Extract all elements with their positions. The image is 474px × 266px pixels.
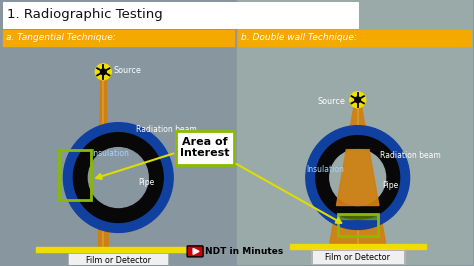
Text: Radiation beam: Radiation beam — [136, 125, 197, 134]
Text: Pipe: Pipe — [138, 178, 155, 187]
Text: Source: Source — [113, 66, 141, 75]
Bar — [338, 214, 378, 236]
FancyBboxPatch shape — [187, 246, 203, 257]
Circle shape — [100, 69, 106, 75]
Text: Source: Source — [318, 97, 346, 106]
Polygon shape — [337, 150, 379, 206]
Bar — [290, 244, 426, 250]
Bar — [68, 253, 168, 266]
Polygon shape — [98, 80, 109, 246]
Circle shape — [73, 133, 163, 222]
Bar — [238, 30, 472, 46]
Bar — [312, 250, 403, 264]
Text: Pipe: Pipe — [383, 181, 399, 190]
Text: Film or Detector: Film or Detector — [86, 256, 151, 265]
Bar — [68, 253, 168, 266]
Text: 1. Radiographic Testing: 1. Radiographic Testing — [7, 9, 162, 22]
Bar — [176, 131, 234, 165]
Bar — [338, 214, 378, 219]
Circle shape — [64, 123, 173, 232]
Circle shape — [316, 136, 400, 219]
Text: Radiation beam: Radiation beam — [380, 151, 440, 160]
Text: b. Double wall Technique:: b. Double wall Technique: — [241, 34, 357, 42]
Bar — [176, 131, 234, 165]
Polygon shape — [193, 248, 199, 254]
Bar — [59, 150, 91, 200]
Text: Insulation: Insulation — [91, 149, 129, 158]
Bar — [2, 30, 234, 46]
Text: Film or Detector: Film or Detector — [325, 253, 390, 262]
Circle shape — [95, 64, 111, 80]
Circle shape — [355, 97, 361, 103]
Circle shape — [306, 126, 410, 230]
Text: Area of
Interest: Area of Interest — [180, 137, 230, 159]
Bar — [2, 2, 358, 28]
Text: NDT in Minutes: NDT in Minutes — [205, 247, 283, 256]
Text: Insulation: Insulation — [306, 165, 344, 174]
Text: a. Tangential Technique:: a. Tangential Technique: — [6, 34, 115, 42]
Bar — [237, 0, 474, 265]
Polygon shape — [330, 108, 386, 243]
Circle shape — [350, 92, 365, 108]
Circle shape — [330, 150, 386, 206]
Bar — [36, 247, 199, 252]
Bar — [312, 250, 403, 264]
Circle shape — [88, 148, 148, 207]
